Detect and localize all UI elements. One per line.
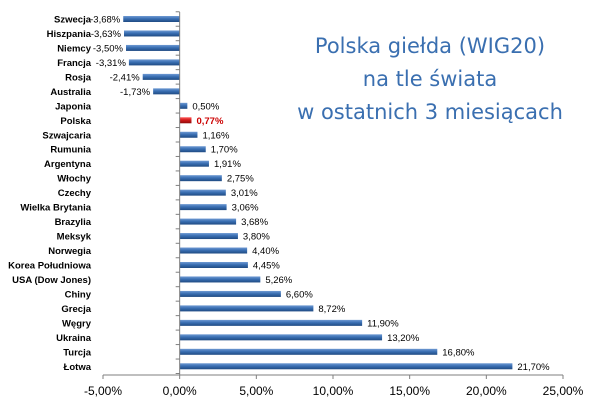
category-label: Ukraina xyxy=(56,333,92,344)
bar xyxy=(179,204,227,211)
category-label: Wielka Brytania xyxy=(20,203,91,214)
category-label: Norwegia xyxy=(48,246,91,257)
value-label: 4,45% xyxy=(253,260,280,271)
value-label: 3,01% xyxy=(231,188,258,199)
value-label: 3,68% xyxy=(241,217,268,228)
bar xyxy=(123,16,180,22)
bar xyxy=(179,334,383,341)
category-label: Rosja xyxy=(65,72,92,83)
value-label: 21,70% xyxy=(517,362,550,373)
x-tick-label: 15,00% xyxy=(389,384,430,398)
bar xyxy=(179,305,314,312)
category-label: Japonia xyxy=(55,101,92,112)
value-label: 16,80% xyxy=(442,347,475,358)
value-label: 3,80% xyxy=(243,232,270,243)
category-label: Turcja xyxy=(63,347,92,358)
bar xyxy=(179,175,222,182)
value-label: 0,50% xyxy=(192,101,219,112)
bar xyxy=(179,319,363,326)
category-label: Meksyk xyxy=(57,232,92,243)
bar xyxy=(179,218,237,225)
value-label: -3,50% xyxy=(93,43,124,54)
value-label: 3,06% xyxy=(232,203,259,214)
bar xyxy=(179,117,192,124)
value-label: 8,72% xyxy=(318,304,345,315)
value-label: 2,75% xyxy=(227,174,254,185)
category-label: USA (Dow Jones) xyxy=(12,275,91,286)
bar xyxy=(179,247,248,254)
category-label: Grecja xyxy=(61,304,91,315)
value-label: 13,20% xyxy=(387,333,420,344)
category-label: Chiny xyxy=(65,289,92,300)
category-label: Argentyna xyxy=(44,159,92,170)
x-tick-label: 0,00% xyxy=(163,384,197,398)
x-tick-label: 20,00% xyxy=(466,384,507,398)
value-labels: -3,68% -3,63% -3,50% -3,31% -2,41% -1,73% 0,50… xyxy=(90,15,550,373)
value-label: 0,77% xyxy=(196,116,223,127)
value-label: -2,41% xyxy=(110,72,141,83)
value-label: 6,60% xyxy=(286,289,313,300)
category-label: Niemcy xyxy=(57,43,92,54)
title-line-2: na tle świata xyxy=(362,67,498,91)
bar xyxy=(153,88,180,95)
category-label: Hiszpania xyxy=(47,29,92,40)
category-label: Szwajcaria xyxy=(42,130,91,141)
category-label: Czechy xyxy=(58,188,92,199)
axes: -5,00% 0,00% 5,00% 10,00% 15,00% 20,00% 25,00% xyxy=(84,11,584,398)
category-label: Szwecja xyxy=(54,15,92,26)
bar xyxy=(179,131,198,138)
value-label: 4,40% xyxy=(252,246,279,257)
bar xyxy=(179,261,248,268)
bar xyxy=(179,276,261,283)
value-label: -3,63% xyxy=(91,29,122,40)
bar xyxy=(179,102,188,109)
bar xyxy=(179,233,238,240)
category-label: Włochy xyxy=(57,174,91,185)
category-label: Polska xyxy=(60,116,91,127)
bar xyxy=(179,189,226,196)
category-label: Australia xyxy=(50,87,91,98)
category-label: Łotwa xyxy=(64,362,92,373)
bar xyxy=(142,73,180,80)
x-tick-label: 5,00% xyxy=(239,384,273,398)
bar xyxy=(179,160,209,167)
category-label: Brazylia xyxy=(55,217,92,228)
bar xyxy=(179,348,438,355)
value-label: -3,31% xyxy=(96,58,127,69)
category-label: Rumunia xyxy=(50,145,91,156)
x-tick-label: -5,00% xyxy=(84,384,122,398)
x-tick-label: 25,00% xyxy=(543,384,584,398)
value-label: 1,91% xyxy=(214,159,241,170)
bar xyxy=(124,30,180,37)
bar xyxy=(128,59,180,66)
category-label: Francja xyxy=(57,58,92,69)
category-labels: Szwecja Hiszpania Niemcy Francja Rosja Austra… xyxy=(8,15,92,373)
x-tick-label: 10,00% xyxy=(313,384,354,398)
category-label: Węgry xyxy=(62,318,92,329)
title-line-3: w ostatnich 3 miesiącach xyxy=(297,100,563,124)
value-label: -1,73% xyxy=(120,87,151,98)
value-label: 1,70% xyxy=(211,145,238,156)
title-line-1: Polska giełda (WIG20) xyxy=(314,34,546,58)
bars-group xyxy=(123,16,513,370)
value-label: 1,16% xyxy=(202,130,229,141)
value-label: 5,26% xyxy=(265,275,292,286)
bar xyxy=(179,363,513,370)
bar xyxy=(179,290,281,297)
category-label: Korea Południowa xyxy=(8,260,92,271)
bar xyxy=(179,146,206,153)
bar xyxy=(126,44,180,51)
value-label: -3,68% xyxy=(90,15,121,26)
value-label: 11,90% xyxy=(367,318,399,329)
